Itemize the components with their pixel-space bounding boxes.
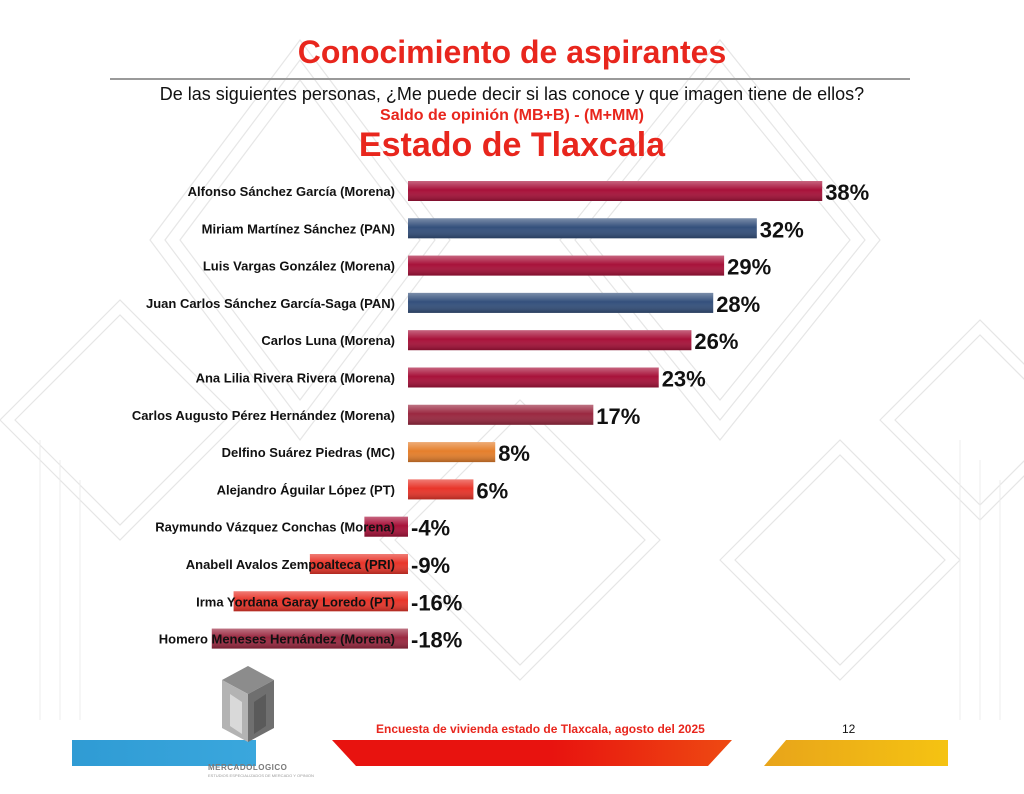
footer-strip-yellow <box>764 740 948 766</box>
category-label-3: Juan Carlos Sánchez García-Saga (PAN) <box>146 296 395 311</box>
value-label-0: 38% <box>825 180 869 205</box>
bar-shade-8 <box>408 479 474 500</box>
survey-question: De las siguientes personas, ¿Me puede de… <box>159 84 865 104</box>
category-label-0: Alfonso Sánchez García (Morena) <box>188 184 395 199</box>
footer-strip-blue <box>72 740 256 766</box>
category-label-2: Luis Vargas González (Morena) <box>203 259 395 274</box>
bar-shade-4 <box>408 330 692 351</box>
bar-shade-1 <box>408 218 757 239</box>
brand-tagline: ESTUDIOS ESPECIALIZADOS DE MERCADO Y OPI… <box>208 773 314 778</box>
footer-strip-red <box>332 740 732 766</box>
category-label-5: Ana Lilia Rivera Rivera (Morena) <box>196 371 395 386</box>
value-label-12: -18% <box>411 628 462 653</box>
bar-shade-9 <box>364 516 408 537</box>
bar-shade-6 <box>408 404 594 425</box>
chart-title: Estado de Tlaxcala <box>358 126 666 164</box>
value-label-5: 23% <box>662 367 706 392</box>
bar-shade-12 <box>211 628 408 649</box>
bar-shade-10 <box>309 554 408 574</box>
value-label-1: 32% <box>760 217 804 242</box>
category-label-6: Carlos Augusto Pérez Hernández (Morena) <box>132 408 395 423</box>
value-label-2: 29% <box>727 255 771 280</box>
bar-shade-5 <box>408 367 659 388</box>
metric-subtitle: Saldo de opinión (MB+B) - (M+MM) <box>380 107 644 124</box>
bar-shade-11 <box>233 591 408 612</box>
value-label-10: -9% <box>411 553 450 578</box>
category-label-12: Homero Meneses Hernández (Morena) <box>159 632 395 647</box>
category-label-8: Alejandro Águilar López (PT) <box>217 482 395 497</box>
value-label-9: -4% <box>411 516 450 541</box>
page-title: Conocimiento de aspirantes <box>297 34 727 70</box>
value-label-3: 28% <box>716 292 760 317</box>
value-label-4: 26% <box>694 329 738 354</box>
value-label-6: 17% <box>596 404 640 429</box>
category-label-1: Miriam Martínez Sánchez (PAN) <box>202 221 395 236</box>
brand-name: MERCADOLOGICO <box>208 763 288 772</box>
category-label-7: Delfino Suárez Piedras (MC) <box>222 445 395 460</box>
value-label-7: 8% <box>498 441 530 466</box>
bar-shade-2 <box>408 255 725 276</box>
page-number: 12 <box>842 722 856 736</box>
category-label-4: Carlos Luna (Morena) <box>261 333 395 348</box>
mercadologico-logo <box>222 666 274 742</box>
survey-caption: Encuesta de vivienda estado de Tlaxcala,… <box>376 722 705 736</box>
bar-shade-3 <box>408 292 714 313</box>
category-label-11: Irma Yordana Garay Loredo (PT) <box>196 594 395 609</box>
bar-shade-0 <box>408 181 823 201</box>
category-label-9: Raymundo Vázquez Conchas (Morena) <box>155 520 395 535</box>
bar-shade-7 <box>408 442 496 463</box>
value-label-8: 6% <box>476 478 508 503</box>
value-label-11: -16% <box>411 590 462 615</box>
category-label-10: Anabell Avalos Zempoalteca (PRI) <box>186 557 395 572</box>
title-divider <box>110 78 910 80</box>
